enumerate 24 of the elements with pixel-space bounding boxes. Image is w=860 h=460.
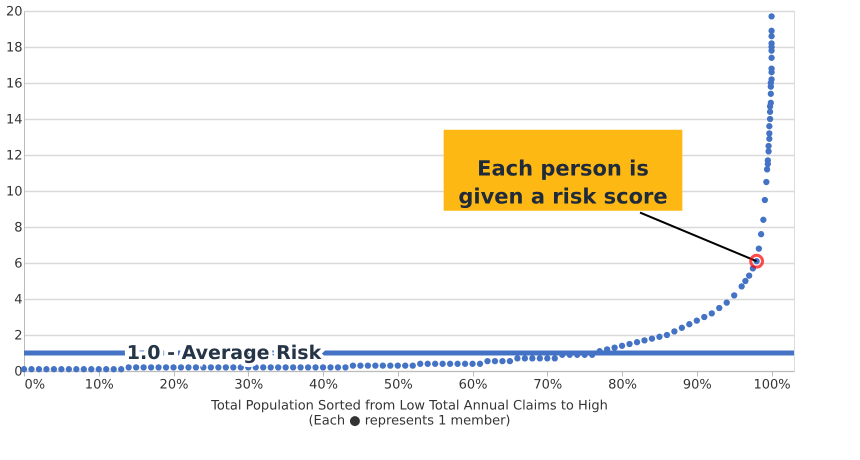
y-tick-label: 0 (14, 364, 22, 380)
y-tick-label: 16 (6, 76, 22, 92)
x-tick-label: 20% (160, 378, 188, 392)
x-tick-label: 40% (309, 378, 338, 392)
x-tick-label: 70% (533, 378, 562, 392)
y-tick-label: 4 (14, 292, 22, 308)
y-tick-label: 10 (6, 184, 22, 200)
x-tick-label: 10% (84, 378, 114, 392)
y-tick-label: 12 (6, 148, 22, 164)
y-tick-label: 6 (14, 256, 22, 272)
annotation: Each person is given a risk score (458, 156, 668, 208)
x-axis-title: Total Population Sorted from Low Total Annual Claims to High (Each ● represents 1 member) (210, 398, 608, 428)
x-tick-label: 90% (682, 378, 712, 392)
x-tick-label: 100% (753, 378, 791, 392)
y-tick-label: 14 (6, 112, 22, 128)
x-tick-label: 50% (384, 378, 413, 392)
x-tick-label: 60% (458, 378, 488, 392)
x-tick-label: 30% (234, 378, 264, 392)
y-tick-label: 18 (6, 40, 22, 56)
x-tick-label: 80% (608, 378, 638, 392)
y-tick-label: 20 (6, 4, 22, 20)
y-tick-label: 8 (14, 220, 22, 236)
y-tick-label: 2 (14, 328, 22, 344)
x-tick-label: 0% (24, 378, 46, 392)
